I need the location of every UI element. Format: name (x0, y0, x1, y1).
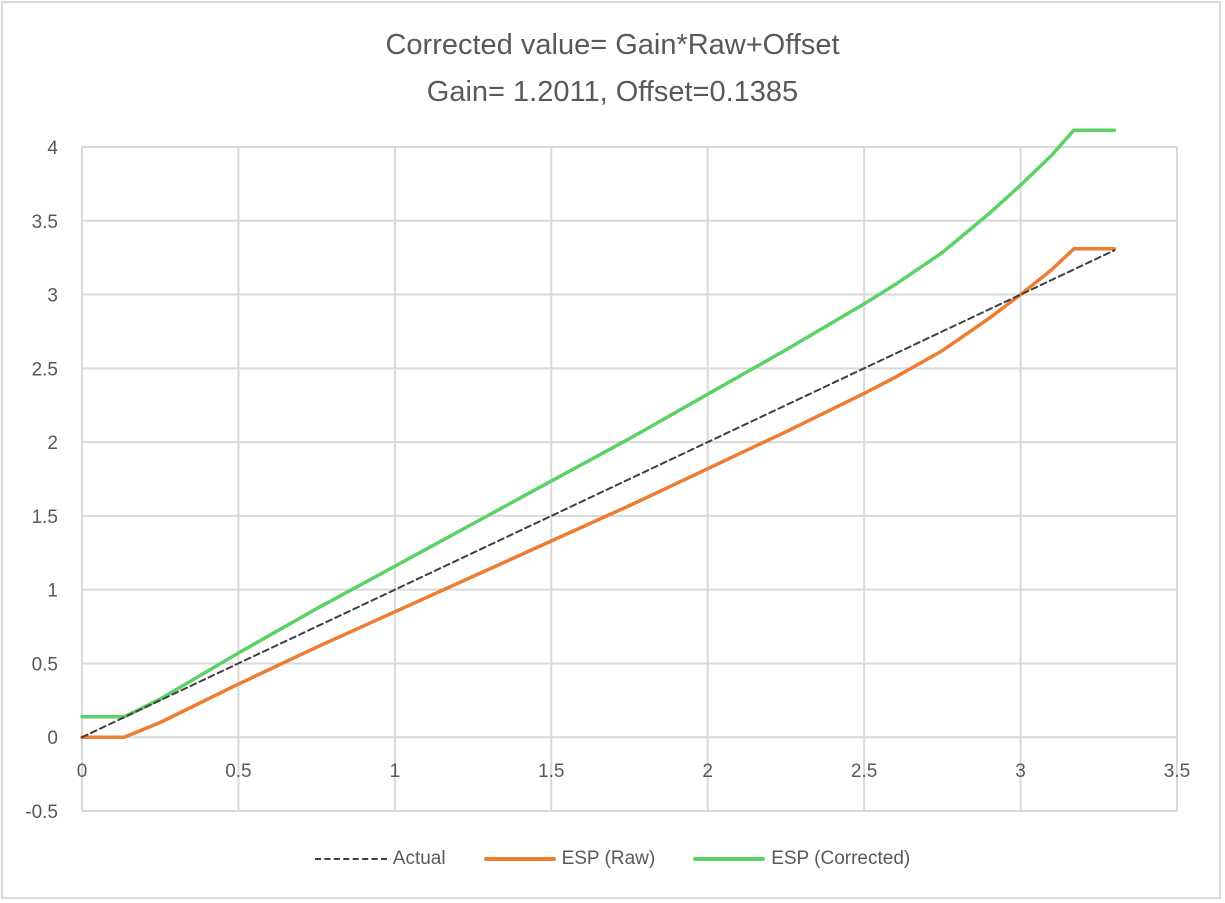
legend-item-esp-corrected: ESP (Corrected) (693, 848, 910, 870)
legend: Actual ESP (Raw) ESP (Corrected) (0, 848, 1225, 870)
x-tick-label: 0 (77, 761, 88, 782)
legend-item-esp-raw: ESP (Raw) (483, 848, 656, 870)
y-tick-label: 2.5 (32, 359, 58, 380)
y-tick-label: 4 (47, 138, 58, 159)
legend-label: ESP (Raw) (561, 848, 656, 869)
series-line-actual (81, 249, 1116, 739)
series-line-esp-raw (80, 247, 1117, 739)
chart-subtitle: Gain= 1.2011, Offset=0.1385 (426, 76, 799, 108)
x-tick-label: 3.5 (1164, 761, 1190, 782)
x-tick-label: 1.5 (538, 761, 564, 782)
dashed-line-icon (314, 858, 387, 860)
y-tick-label: 0 (47, 728, 58, 749)
gridlines (81, 146, 1178, 812)
x-tick-label: 1 (390, 761, 401, 782)
series-lines (80, 128, 1117, 739)
green-line-icon (693, 857, 766, 861)
x-tick-label: 0.5 (225, 761, 251, 782)
y-tick-label: 3.5 (32, 212, 58, 233)
y-tick-label: 3 (47, 286, 58, 307)
y-tick-label: 0.5 (32, 654, 58, 675)
legend-item-actual: Actual (314, 848, 446, 870)
orange-line-icon (483, 857, 556, 861)
legend-label: Actual (392, 848, 446, 869)
y-axis-ticks: 4 3.5 3 2.5 2 1.5 1 0.5 0 -0.5 (25, 138, 58, 823)
y-tick-label: 1 (47, 581, 58, 602)
x-tick-label: 2.5 (851, 761, 877, 782)
x-tick-label: 2 (702, 761, 713, 782)
y-tick-label: -0.5 (25, 802, 58, 823)
series-line-esp-corrected (80, 128, 1117, 719)
x-axis-ticks: 0 0.5 1 1.5 2 2.5 3 3.5 (77, 761, 1191, 782)
y-tick-label: 2 (47, 433, 58, 454)
legend-label: ESP (Corrected) (771, 848, 911, 869)
chart-title: Corrected value= Gain*Raw+Offset (385, 29, 840, 61)
y-tick-label: 1.5 (32, 507, 58, 528)
x-tick-label: 3 (1015, 761, 1026, 782)
